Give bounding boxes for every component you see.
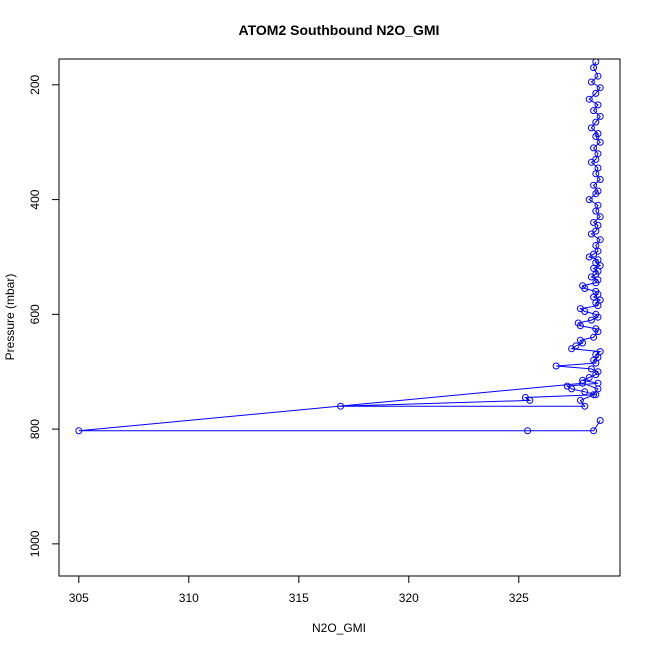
data-point xyxy=(596,417,604,424)
data-point xyxy=(581,285,589,292)
series-line xyxy=(78,61,602,432)
data-point xyxy=(594,302,602,310)
data-point xyxy=(587,124,595,132)
data-point xyxy=(579,339,587,347)
x-tick-label: 310 xyxy=(179,591,199,605)
data-point xyxy=(590,181,598,189)
data-point xyxy=(592,279,600,287)
y-tick-label: 400 xyxy=(28,189,42,209)
data-point xyxy=(587,158,595,166)
data-point xyxy=(594,164,602,172)
x-tick-label: 325 xyxy=(509,591,529,605)
data-point xyxy=(581,308,589,315)
data-point xyxy=(594,328,602,336)
data-point xyxy=(587,273,595,281)
chart-title: ATOM2 Southbound N2O_GMI xyxy=(239,22,440,38)
data-point xyxy=(587,316,595,324)
data-point xyxy=(590,293,598,301)
y-tick-label: 1000 xyxy=(28,530,42,557)
data-point xyxy=(594,313,602,321)
data-point xyxy=(587,365,595,373)
data-point xyxy=(579,376,587,384)
plot-area xyxy=(75,59,604,435)
data-point xyxy=(526,396,534,404)
data-point xyxy=(585,374,593,381)
x-tick-label: 320 xyxy=(399,591,419,605)
data-point xyxy=(579,379,587,387)
data-point xyxy=(596,112,604,120)
data-point xyxy=(596,138,604,146)
data-point xyxy=(596,236,604,244)
data-point xyxy=(592,133,600,140)
data-point xyxy=(585,196,593,204)
data-point xyxy=(594,101,602,109)
y-tick-label: 800 xyxy=(28,419,42,439)
x-axis-label: N2O_GMI xyxy=(312,621,366,635)
data-point xyxy=(587,78,595,86)
data-point xyxy=(581,388,589,396)
data-point xyxy=(524,427,532,435)
data-point xyxy=(585,253,593,261)
data-point xyxy=(592,118,600,126)
data-point xyxy=(590,107,598,115)
y-axis: 200 400 600 800 1000 xyxy=(28,74,59,557)
data-point xyxy=(592,391,600,399)
data-point xyxy=(552,362,560,370)
data-point xyxy=(590,391,598,399)
data-point xyxy=(590,144,598,152)
data-point xyxy=(592,89,600,97)
plot-frame xyxy=(58,58,621,577)
data-point xyxy=(594,201,602,209)
data-point xyxy=(592,190,600,198)
data-point xyxy=(585,95,593,103)
data-point xyxy=(576,322,584,330)
y-tick-label: 200 xyxy=(28,74,42,94)
data-point xyxy=(568,345,576,353)
data-point xyxy=(596,84,604,92)
data-point xyxy=(596,176,604,183)
data-point xyxy=(594,72,602,80)
data-point xyxy=(596,213,604,221)
data-point xyxy=(590,333,598,341)
x-axis: 305 310 315 320 325 xyxy=(69,576,529,605)
data-point xyxy=(592,170,600,178)
data-point xyxy=(576,396,584,404)
data-point xyxy=(592,359,600,367)
x-tick-label: 305 xyxy=(69,591,89,605)
data-point xyxy=(568,385,576,393)
data-point xyxy=(592,371,600,379)
data-point xyxy=(75,427,83,435)
data-point xyxy=(587,230,595,238)
x-tick-label: 315 xyxy=(289,591,309,605)
data-point xyxy=(592,207,600,215)
data-point xyxy=(337,402,345,410)
data-point xyxy=(590,64,598,72)
data-point xyxy=(590,427,598,435)
data-point xyxy=(594,385,602,393)
y-tick-label: 600 xyxy=(28,304,42,324)
y-axis-label: Pressure (mbar) xyxy=(3,274,17,361)
data-point xyxy=(581,402,589,410)
